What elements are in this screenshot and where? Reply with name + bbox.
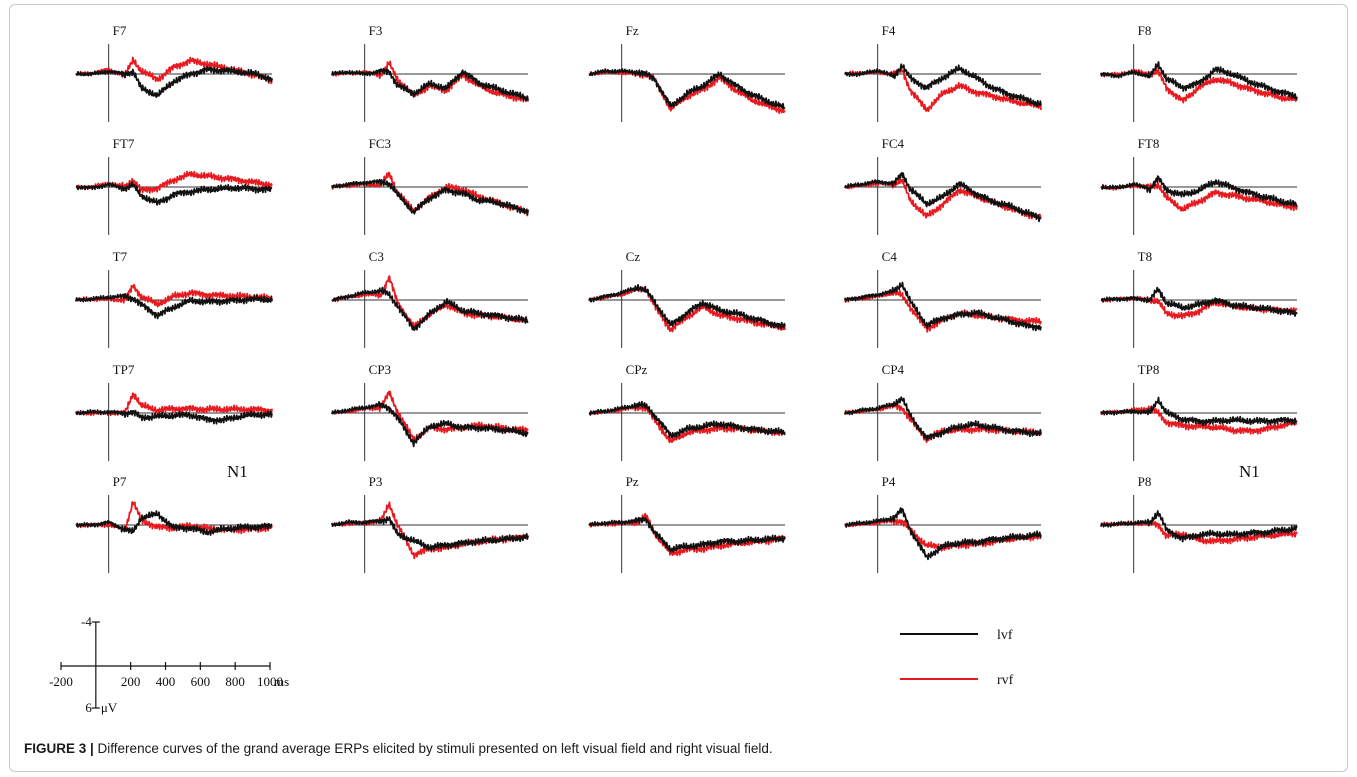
panel-fc4-lvf-line bbox=[844, 172, 1042, 223]
panel-cz-lvf-line bbox=[588, 283, 786, 330]
panel-label-p7: P7 bbox=[113, 474, 127, 489]
panel-f7-lvf-line bbox=[75, 65, 273, 98]
scale-bar-tick-label-1000: 1000 bbox=[257, 674, 283, 689]
panel-t8-lvf-line bbox=[1100, 286, 1298, 317]
scale-bar-tick-label-600: 600 bbox=[191, 674, 211, 689]
panel-pz-lvf-line bbox=[588, 516, 786, 553]
panel-f8-lvf-line bbox=[1100, 61, 1298, 100]
caption-text: Difference curves of the grand average E… bbox=[93, 741, 773, 756]
annotation-n1-tp7: N1 bbox=[227, 462, 248, 481]
panel-f4-rvf-line bbox=[844, 67, 1042, 112]
legend-rvf-label: rvf bbox=[997, 673, 1014, 688]
panel-label-t7: T7 bbox=[113, 249, 128, 264]
panel-label-f8: F8 bbox=[1138, 23, 1152, 38]
panel-label-fc4: FC4 bbox=[882, 136, 905, 151]
panel-p7-lvf-line bbox=[75, 510, 273, 536]
scale-bar-tick-label-800: 800 bbox=[225, 674, 245, 689]
panel-label-f3: F3 bbox=[369, 23, 383, 38]
panel-cpz-lvf-line bbox=[588, 400, 786, 439]
panel-label-f4: F4 bbox=[882, 23, 896, 38]
scale-bar-tick-label-200: -200 bbox=[49, 674, 73, 689]
panel-f4-lvf-line bbox=[844, 63, 1042, 107]
panel-cp3-lvf-line bbox=[331, 401, 529, 448]
panel-fc4-rvf-line bbox=[844, 178, 1042, 221]
panel-label-tp7: TP7 bbox=[113, 362, 135, 377]
panel-f3-lvf-line bbox=[331, 67, 529, 102]
panel-p4-lvf-line bbox=[844, 507, 1042, 561]
figure-caption: FIGURE 3 | Difference curves of the gran… bbox=[24, 741, 773, 756]
panel-label-p4: P4 bbox=[882, 474, 896, 489]
panel-label-p8: P8 bbox=[1138, 474, 1152, 489]
panel-p3-rvf-line bbox=[331, 501, 529, 560]
scale-bar-tick-label-400: 400 bbox=[156, 674, 176, 689]
panel-c4-lvf-line bbox=[844, 281, 1042, 332]
scale-bar-y-unit: μV bbox=[101, 700, 118, 715]
panel-c3-lvf-line bbox=[331, 286, 529, 332]
scale-bar-y-top-label: -4 bbox=[81, 614, 92, 629]
panel-ft8-lvf-line bbox=[1100, 175, 1298, 207]
panel-p8-lvf-line bbox=[1100, 510, 1298, 543]
panel-label-ft7: FT7 bbox=[113, 136, 135, 151]
panel-cpz-rvf-line bbox=[588, 404, 786, 444]
panel-p3-lvf-line bbox=[331, 516, 529, 552]
panel-label-fc3: FC3 bbox=[369, 136, 391, 151]
caption-label: FIGURE 3 | bbox=[24, 741, 94, 756]
erp-grid-chart: F7 F3 Fz F4 F8 FT7 FC3 FC4 FT8 T7 C3 Cz C4 T8 TP7 CP3 CP… bbox=[49, 23, 1298, 715]
scale-bar-y-bottom-label: 6 bbox=[85, 700, 92, 715]
panel-label-cp4: CP4 bbox=[882, 362, 905, 377]
figure-frame bbox=[9, 4, 1348, 772]
panel-label-t8: T8 bbox=[1138, 249, 1152, 264]
panel-label-p3: P3 bbox=[369, 474, 383, 489]
panel-label-cz: Cz bbox=[626, 249, 641, 264]
panel-label-cp3: CP3 bbox=[369, 362, 391, 377]
panel-fc3-rvf-line bbox=[331, 171, 529, 217]
panel-label-ft8: FT8 bbox=[1138, 136, 1160, 151]
panel-label-cpz: CPz bbox=[626, 362, 648, 377]
annotation-n1-tp8: N1 bbox=[1239, 462, 1260, 481]
panel-label-f7: F7 bbox=[113, 23, 127, 38]
panel-cz-rvf-line bbox=[588, 284, 786, 333]
panel-tp8-lvf-line bbox=[1100, 396, 1298, 427]
panel-cp4-lvf-line bbox=[844, 396, 1042, 441]
panel-label-c3: C3 bbox=[369, 249, 384, 264]
panel-label-c4: C4 bbox=[882, 249, 898, 264]
panel-t7-lvf-line bbox=[75, 292, 273, 320]
panel-p7-rvf-line bbox=[75, 501, 273, 535]
legend-lvf-label: lvf bbox=[997, 628, 1013, 643]
panel-f3-rvf-line bbox=[331, 60, 529, 103]
scale-bar-x-unit: ms bbox=[274, 674, 289, 689]
scale-bar-tick-label-200: 200 bbox=[121, 674, 141, 689]
panel-t7-rvf-line bbox=[75, 283, 273, 308]
panel-ft7-rvf-line bbox=[75, 170, 273, 194]
panel-label-pz: Pz bbox=[626, 474, 639, 489]
panel-ft7-lvf-line bbox=[75, 181, 273, 206]
panel-c3-rvf-line bbox=[331, 275, 529, 329]
panel-fz-lvf-line bbox=[588, 68, 786, 110]
panel-label-tp8: TP8 bbox=[1138, 362, 1160, 377]
panel-fc3-lvf-line bbox=[331, 178, 529, 216]
panel-cp3-rvf-line bbox=[331, 390, 529, 443]
panel-tp7-lvf-line bbox=[75, 408, 273, 425]
panel-label-fz: Fz bbox=[626, 23, 639, 38]
